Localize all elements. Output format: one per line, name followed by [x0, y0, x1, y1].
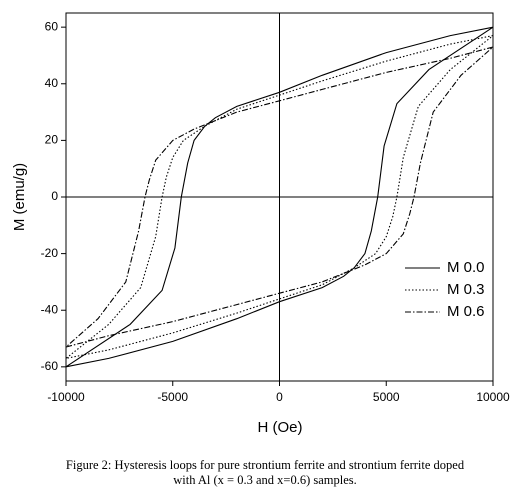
- loop-line: [65, 26, 494, 368]
- y-tick-label: -60: [41, 359, 59, 373]
- legend-label: M 0.6: [447, 303, 485, 320]
- x-axis-label: H (Oe): [258, 419, 303, 436]
- y-tick-label: 40: [45, 76, 59, 90]
- x-tick-label: -10000: [47, 390, 85, 404]
- legend-label: M 0.3: [447, 281, 485, 298]
- x-tick-label: 10000: [476, 390, 510, 404]
- y-tick-label: -40: [41, 302, 59, 316]
- chart: H (Oe) M (emu/g) -10000 -5000 0 5000 10000 -6…: [11, 12, 510, 436]
- y-tick-label: 20: [45, 133, 59, 147]
- loop-line: [65, 35, 494, 359]
- x-tick-label: -5000: [157, 390, 188, 404]
- y-tick-label: 0: [51, 189, 58, 203]
- y-axis-label: M (emu/g): [11, 163, 28, 231]
- legend-label: M 0.0: [447, 259, 485, 276]
- x-tick-label: 0: [276, 390, 283, 404]
- loop-line: [65, 46, 494, 348]
- caption: Figure 2: Hysteresis loops for pure stro…: [65, 458, 465, 487]
- y-tick-label: -20: [41, 246, 59, 260]
- x-tick-label: 5000: [373, 390, 400, 404]
- y-tick-label: 60: [45, 19, 59, 33]
